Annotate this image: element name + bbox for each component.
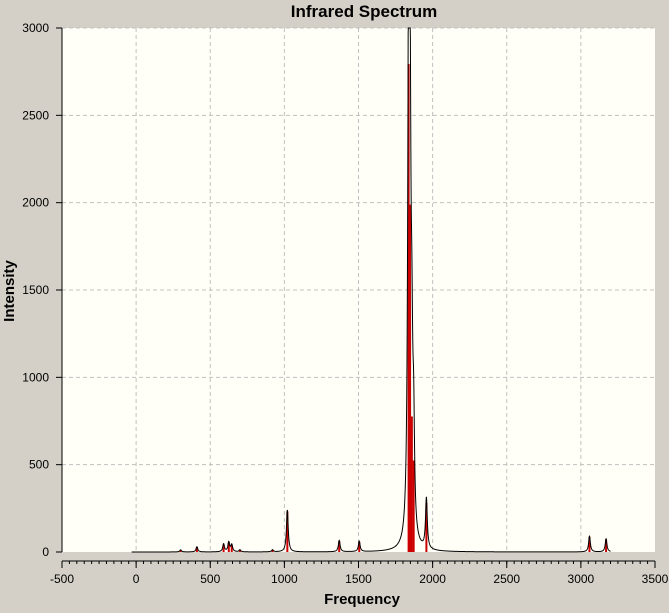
- x-tick-label: 3000: [568, 572, 595, 586]
- spectrum-line: [131, 27, 611, 553]
- x-tick-label: 3500: [642, 572, 669, 586]
- axis-layer: -500 0 500 1000 1500 2000 2500 3000 350005001000…: [22, 21, 668, 586]
- y-tick-label: 1500: [22, 283, 49, 297]
- stick-layer: [179, 64, 608, 552]
- x-tick-label: 1500: [345, 572, 372, 586]
- x-axis-label: Frequency: [324, 591, 401, 608]
- grid-layer: [62, 27, 655, 552]
- x-tick-label: 0: [133, 572, 140, 586]
- y-tick-label: 3000: [22, 21, 49, 35]
- y-tick-label: 0: [42, 545, 49, 559]
- y-tick-label: 2500: [22, 108, 49, 122]
- x-tick-label: 2000: [419, 572, 446, 586]
- x-tick-label: -500: [50, 572, 74, 586]
- y-axis-label: Intensity: [1, 260, 18, 322]
- chart-title: Infrared Spectrum: [291, 2, 437, 21]
- x-tick-label: 2500: [493, 572, 520, 586]
- y-tick-label: 2000: [22, 196, 49, 210]
- x-tick-label: 1000: [271, 572, 298, 586]
- y-tick-label: 500: [29, 458, 49, 472]
- y-tick-label: 1000: [22, 370, 49, 384]
- x-tick-label: 500: [200, 572, 220, 586]
